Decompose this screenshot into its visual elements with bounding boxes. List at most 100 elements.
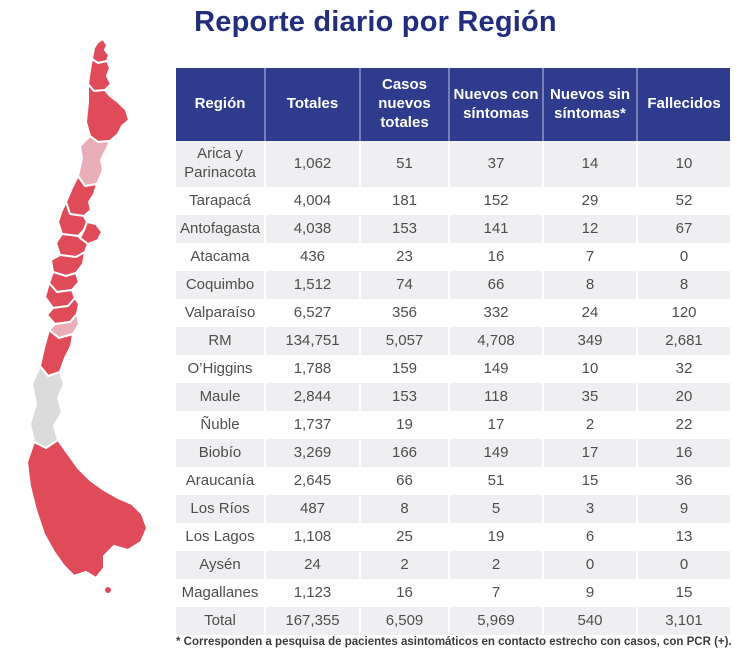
- table-row: Biobío 3,269 166 149 17 16: [176, 439, 730, 467]
- value-cell: 52: [636, 187, 730, 215]
- column-header: Región: [176, 68, 265, 141]
- value-cell: 1,737: [264, 411, 360, 439]
- value-cell: 12: [542, 215, 637, 243]
- region-name-cell: Antofagasta: [179, 219, 261, 237]
- value-cell: 181: [359, 187, 449, 215]
- value-cell: 17: [542, 439, 637, 467]
- region-name-cell: Los Lagos: [185, 527, 255, 545]
- value-cell: 0: [636, 551, 730, 579]
- map-region-tarapaca: [87, 58, 112, 92]
- value-cell: 24: [542, 299, 637, 327]
- column-header: Nuevos con síntomas: [448, 68, 543, 141]
- value-cell: 51: [448, 467, 543, 495]
- value-cell: 6,527: [264, 299, 360, 327]
- value-cell: 166: [359, 439, 449, 467]
- value-cell: 1,512: [264, 271, 360, 299]
- table-row: Arica y Parinacota 1,062 51 37 14 10: [176, 141, 730, 187]
- value-cell: 4,004: [264, 187, 360, 215]
- region-name-cell: Tarapacá: [189, 191, 251, 209]
- region-name-cell: Atacama: [190, 247, 250, 265]
- map-region-valparaiso: [57, 201, 88, 237]
- region-name-cell: RM: [208, 331, 232, 349]
- value-cell: 29: [542, 187, 637, 215]
- value-cell: 356: [359, 299, 449, 327]
- value-cell: 10: [636, 141, 730, 187]
- value-cell: 8: [636, 271, 730, 299]
- value-cell: 2: [542, 411, 637, 439]
- map-region-aysen: [29, 365, 65, 449]
- value-cell: 153: [359, 215, 449, 243]
- value-cell: 6,509: [359, 607, 449, 635]
- value-cell: 19: [448, 523, 543, 551]
- value-cell: 436: [264, 243, 360, 271]
- value-cell: 2,844: [264, 383, 360, 411]
- table-row: Los Ríos 487 8 5 3 9: [176, 495, 730, 523]
- region-name-cell: Biobío: [198, 443, 242, 461]
- value-cell: 5,969: [448, 607, 543, 635]
- value-cell: 2,645: [264, 467, 360, 495]
- value-cell: 167,355: [264, 607, 360, 635]
- table-row: Antofagasta 4,038 153 141 12 67: [176, 215, 730, 243]
- value-cell: 51: [359, 141, 449, 187]
- region-name-cell: Araucanía: [185, 471, 255, 489]
- region-name-cell: Coquimbo: [185, 275, 255, 293]
- value-cell: 152: [448, 187, 543, 215]
- value-cell: 120: [636, 299, 730, 327]
- value-cell: 1,108: [264, 523, 360, 551]
- table-footnote: * Corresponden a pesquisa de pacientes a…: [176, 636, 732, 648]
- value-cell: 2: [359, 551, 449, 579]
- region-table: Región Totales Casos nuevos totales Nuevos …: [176, 68, 730, 635]
- value-cell: 16: [448, 243, 543, 271]
- value-cell: 66: [359, 467, 449, 495]
- value-cell: 8: [542, 271, 637, 299]
- table-row: RM 134,751 5,057 4,708 349 2,681: [176, 327, 730, 355]
- table-row: Ñuble 1,737 19 17 2 22: [176, 411, 730, 439]
- map-region-los-lagos: [39, 329, 74, 377]
- region-name-cell: Aysén: [199, 555, 241, 573]
- map-region-atacama: [77, 135, 111, 187]
- chile-choropleth-map: [26, 38, 148, 595]
- region-name-cell: Maule: [199, 387, 241, 405]
- map-region-magallanes-island: [103, 585, 113, 595]
- column-header: Nuevos sin síntomas*: [542, 68, 637, 141]
- value-cell: 16: [636, 439, 730, 467]
- table-row: Los Lagos 1,108 25 19 6 13: [176, 523, 730, 551]
- table-row: Coquimbo 1,512 74 66 8 8: [176, 271, 730, 299]
- table-row: Atacama 436 23 16 7 0: [176, 243, 730, 271]
- value-cell: 332: [448, 299, 543, 327]
- table-header: Región Totales Casos nuevos totales Nuevos …: [176, 68, 730, 141]
- value-cell: 20: [636, 383, 730, 411]
- region-name-cell: Total: [204, 611, 236, 629]
- value-cell: 24: [264, 551, 360, 579]
- value-cell: 19: [359, 411, 449, 439]
- value-cell: 2: [448, 551, 543, 579]
- value-cell: 3,269: [264, 439, 360, 467]
- value-cell: 149: [448, 355, 543, 383]
- table-row: Araucanía 2,645 66 51 15 36: [176, 467, 730, 495]
- table-body: Arica y Parinacota 1,062 51 37 14 10 Tarapacá 4…: [176, 141, 730, 635]
- value-cell: 36: [636, 467, 730, 495]
- value-cell: 5: [448, 495, 543, 523]
- value-cell: 15: [636, 579, 730, 607]
- table-row: Aysén 24 2 2 0 0: [176, 551, 730, 579]
- value-cell: 5,057: [359, 327, 449, 355]
- map-region-arica-y-parinacota: [91, 38, 110, 64]
- value-cell: 9: [542, 579, 637, 607]
- column-header: Totales: [264, 68, 360, 141]
- value-cell: 3,101: [636, 607, 730, 635]
- value-cell: 141: [448, 215, 543, 243]
- table-row: Tarapacá 4,004 181 152 29 52: [176, 187, 730, 215]
- region-name-cell: O’Higgins: [187, 359, 253, 377]
- value-cell: 25: [359, 523, 449, 551]
- value-cell: 153: [359, 383, 449, 411]
- value-cell: 1,788: [264, 355, 360, 383]
- value-cell: 9: [636, 495, 730, 523]
- value-cell: 35: [542, 383, 637, 411]
- value-cell: 118: [448, 383, 543, 411]
- column-header: Casos nuevos totales: [359, 68, 449, 141]
- page-title: Reporte diario por Región: [194, 6, 557, 38]
- value-cell: 1,062: [264, 141, 360, 187]
- region-name-cell: Los Ríos: [190, 499, 250, 517]
- region-name-cell: Arica y Parinacota: [184, 145, 256, 181]
- value-cell: 15: [542, 467, 637, 495]
